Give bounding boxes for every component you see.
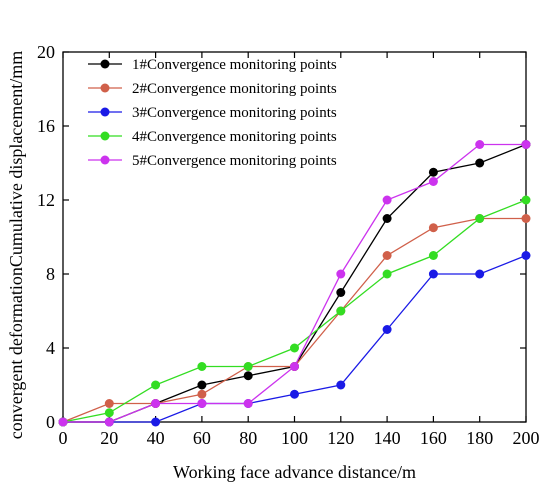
data-point	[475, 214, 485, 223]
legend-marker	[100, 107, 110, 117]
x-axis-label: Working face advance distance/m	[173, 462, 416, 482]
legend-marker	[100, 83, 110, 93]
data-point	[521, 251, 531, 260]
data-point	[382, 214, 392, 223]
legend-entry-1: 1#Convergence monitoring points	[88, 57, 337, 73]
data-point	[521, 214, 531, 223]
x-tick-label: 180	[466, 428, 493, 448]
series-1	[58, 140, 531, 427]
x-tick-label: 20	[100, 428, 118, 448]
y-tick-label: 20	[37, 42, 55, 62]
data-point	[382, 325, 392, 334]
x-tick-label: 0	[59, 428, 68, 448]
series-line	[63, 143, 526, 423]
data-point	[197, 389, 207, 399]
legend-label: 5#Convergence monitoring points	[132, 153, 337, 169]
x-tick-label: 40	[147, 428, 165, 448]
x-tick-label: 80	[239, 428, 257, 448]
data-point	[475, 269, 485, 279]
series-line	[63, 143, 527, 423]
data-point	[104, 417, 114, 427]
data-point	[428, 177, 438, 186]
ticks: 0 20 40 60 80 100 120 140 160 180 200 0 4 8 12 16 20	[37, 42, 540, 448]
x-tick-label: 200	[513, 428, 540, 448]
data-point	[428, 167, 438, 177]
data-point	[521, 140, 531, 149]
data-point	[428, 269, 438, 279]
series-group	[58, 140, 531, 427]
data-point	[151, 380, 161, 390]
legend-marker	[100, 131, 110, 141]
data-point	[336, 306, 346, 316]
data-point	[151, 417, 161, 427]
data-point	[151, 399, 161, 408]
legend-entry-2: 2#Convergence monitoring points	[88, 81, 337, 97]
y-tick-label: 8	[46, 264, 55, 284]
series-line	[62, 199, 527, 423]
y-tick-label: 12	[37, 190, 55, 210]
y-tick-label: 0	[46, 412, 55, 432]
legend-marker	[100, 155, 110, 165]
data-point	[197, 362, 207, 371]
x-tick-label: 60	[193, 428, 211, 448]
data-point	[475, 140, 485, 149]
data-point	[104, 408, 114, 418]
legend-label: 2#Convergence monitoring points	[132, 81, 337, 97]
y-tick-label: 16	[37, 116, 55, 136]
data-point	[197, 399, 207, 408]
x-tick-label: 140	[374, 428, 401, 448]
data-point	[197, 380, 207, 390]
legend-label: 1#Convergence monitoring points	[132, 57, 337, 73]
x-tick-label: 100	[281, 428, 308, 448]
data-point	[475, 158, 485, 168]
x-tick-label: 120	[327, 428, 354, 448]
data-point	[336, 380, 346, 390]
data-point	[382, 269, 392, 279]
data-point	[243, 399, 253, 408]
data-point	[290, 389, 299, 399]
legend-entry-4: 4#Convergence monitoring points	[88, 129, 337, 145]
data-point	[336, 288, 346, 297]
data-point	[521, 195, 531, 205]
data-point	[243, 371, 253, 381]
legend-label: 3#Convergence monitoring points	[132, 105, 337, 121]
legend-entry-5: 5#Convergence monitoring points	[88, 153, 337, 169]
data-point	[243, 362, 253, 371]
data-point	[336, 269, 346, 279]
data-point	[382, 195, 392, 205]
legend-label: 4#Convergence monitoring points	[132, 129, 337, 145]
legend-entry-3: 3#Convergence monitoring points	[88, 105, 337, 121]
data-point	[104, 399, 114, 408]
legend: 1#Convergence monitoring points 2#Converg…	[88, 57, 337, 169]
y-axis-label: convergent deformationCumulative displac…	[6, 51, 26, 440]
legend-marker	[100, 59, 110, 69]
series-5	[58, 140, 531, 427]
x-tick-label: 160	[420, 428, 447, 448]
data-point	[382, 251, 392, 260]
data-point	[58, 417, 68, 427]
data-point	[290, 362, 299, 371]
data-point	[290, 343, 299, 353]
data-point	[428, 251, 438, 260]
y-tick-label: 4	[46, 338, 55, 358]
data-point	[428, 223, 438, 233]
